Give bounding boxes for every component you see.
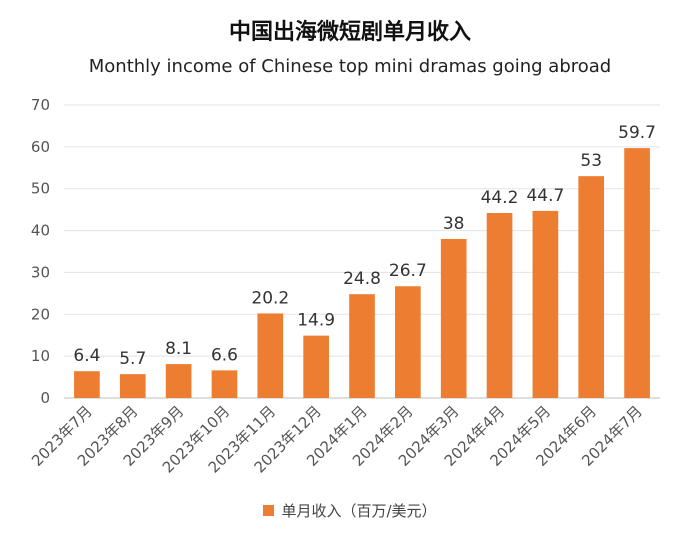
bar xyxy=(257,313,284,398)
bar xyxy=(532,210,559,398)
y-tick-label: 10 xyxy=(31,347,50,365)
data-label: 20.2 xyxy=(251,288,289,308)
data-label: 53 xyxy=(580,151,602,171)
data-label: 5.7 xyxy=(119,349,146,369)
y-tick-label: 20 xyxy=(31,305,50,323)
data-label: 8.1 xyxy=(165,339,192,359)
bar xyxy=(349,294,375,398)
data-label: 59.7 xyxy=(618,123,656,143)
legend-label: 单月收入（百万/美元） xyxy=(281,502,437,520)
data-label: 6.4 xyxy=(73,346,100,366)
bar xyxy=(578,176,605,398)
data-label: 44.2 xyxy=(481,188,519,208)
data-label: 26.7 xyxy=(389,261,427,281)
bar xyxy=(119,374,146,398)
y-tick-label: 60 xyxy=(31,138,50,156)
chart-subtitle: Monthly income of Chinese top mini drama… xyxy=(88,56,612,77)
bar xyxy=(440,238,467,398)
data-label: 38 xyxy=(443,214,465,234)
bar xyxy=(165,364,192,398)
bar xyxy=(486,212,513,398)
bar xyxy=(211,370,238,398)
data-label: 14.9 xyxy=(297,311,335,331)
y-tick-label: 70 xyxy=(31,96,50,114)
data-label: 24.8 xyxy=(343,269,381,289)
legend-swatch xyxy=(263,505,275,516)
y-tick-label: 0 xyxy=(40,389,50,407)
data-label: 6.6 xyxy=(211,345,238,365)
legend: 单月收入（百万/美元） xyxy=(0,500,700,521)
bar xyxy=(624,148,650,398)
y-tick-label: 50 xyxy=(31,180,50,198)
chart-title: 中国出海微短剧单月收入 xyxy=(228,20,471,45)
bar xyxy=(303,335,329,398)
y-tick-label: 40 xyxy=(31,222,50,240)
bar xyxy=(74,371,100,398)
bar xyxy=(395,286,421,398)
data-label: 44.7 xyxy=(526,186,564,206)
y-tick-label: 30 xyxy=(31,263,50,281)
